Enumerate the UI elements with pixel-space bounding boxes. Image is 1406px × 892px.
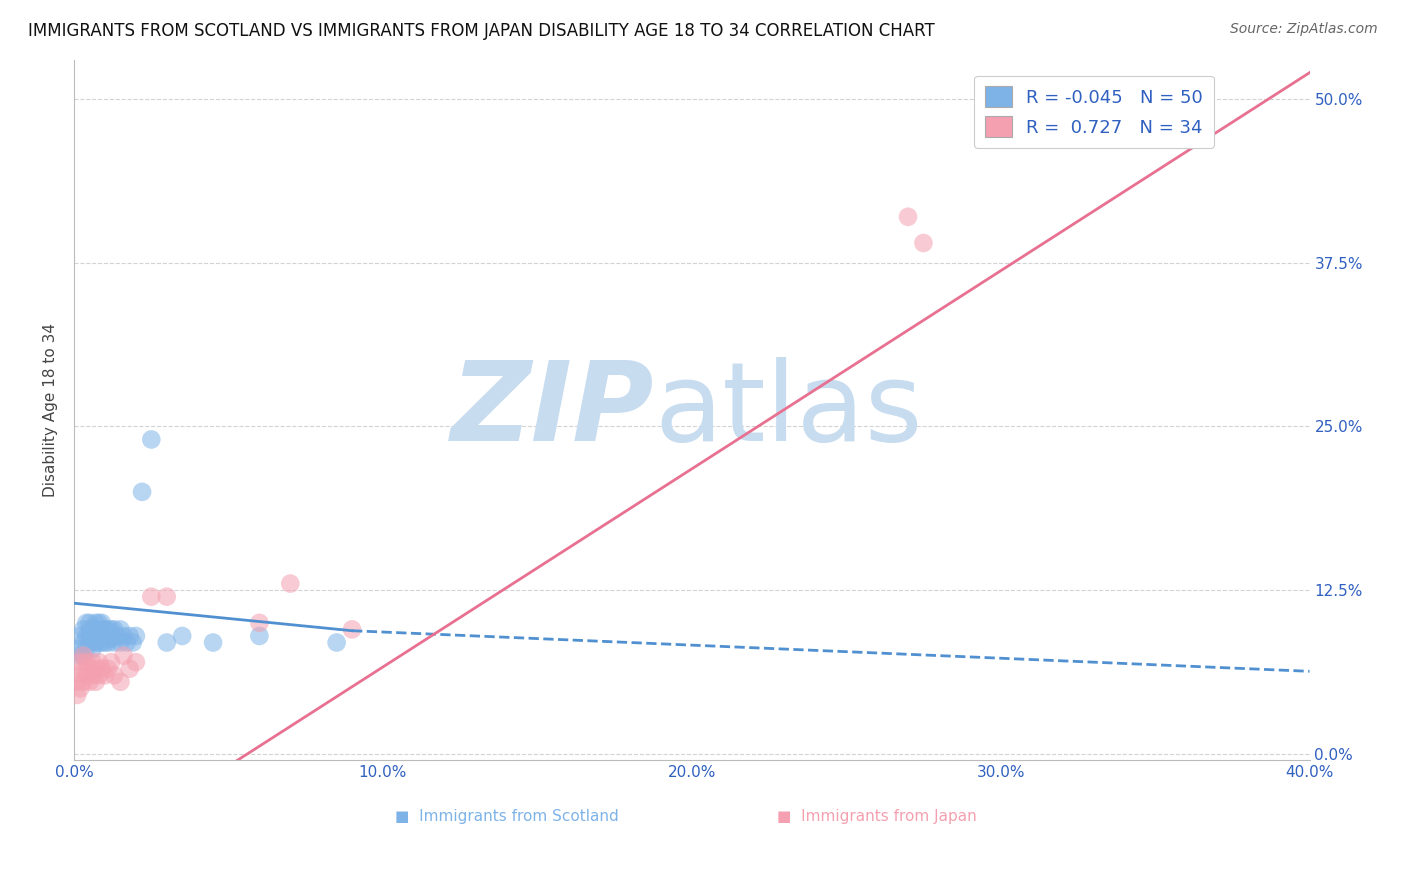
Point xyxy=(105,629,128,643)
Point xyxy=(66,674,89,689)
Text: ■  Immigrants from Scotland: ■ Immigrants from Scotland xyxy=(395,809,619,824)
Point xyxy=(247,629,270,643)
Point xyxy=(103,635,125,649)
Point xyxy=(66,642,89,657)
Point xyxy=(131,484,153,499)
Point xyxy=(75,642,97,657)
Point xyxy=(69,629,91,643)
Point xyxy=(72,648,94,663)
Point xyxy=(87,629,110,643)
Point xyxy=(72,674,94,689)
Point xyxy=(82,623,104,637)
Point xyxy=(125,655,148,669)
Point xyxy=(75,615,97,630)
Point xyxy=(79,615,101,630)
Point xyxy=(90,635,112,649)
Point xyxy=(103,668,125,682)
Point xyxy=(75,668,97,682)
Point xyxy=(103,623,125,637)
Point xyxy=(94,623,117,637)
Point xyxy=(72,623,94,637)
Point xyxy=(278,576,301,591)
Point xyxy=(97,662,120,676)
Point xyxy=(79,635,101,649)
Point xyxy=(84,674,107,689)
Point xyxy=(79,623,101,637)
Text: IMMIGRANTS FROM SCOTLAND VS IMMIGRANTS FROM JAPAN DISABILITY AGE 18 TO 34 CORREL: IMMIGRANTS FROM SCOTLAND VS IMMIGRANTS F… xyxy=(28,22,935,40)
Point xyxy=(82,629,104,643)
Point xyxy=(66,688,89,702)
Point xyxy=(112,648,135,663)
Point xyxy=(112,629,135,643)
Point xyxy=(912,235,935,250)
Point xyxy=(897,210,920,224)
Point xyxy=(340,623,363,637)
Point xyxy=(115,635,138,649)
Point xyxy=(69,668,91,682)
Point xyxy=(100,655,122,669)
Point xyxy=(202,635,225,649)
Point xyxy=(94,635,117,649)
Point xyxy=(87,668,110,682)
Point xyxy=(90,615,112,630)
Point xyxy=(90,629,112,643)
Point xyxy=(118,629,141,643)
Point xyxy=(247,615,270,630)
Point xyxy=(79,662,101,676)
Point xyxy=(69,681,91,696)
Point xyxy=(72,648,94,663)
Point xyxy=(82,668,104,682)
Point xyxy=(141,433,163,447)
Point xyxy=(84,629,107,643)
Point xyxy=(87,635,110,649)
Point xyxy=(110,635,132,649)
Point xyxy=(79,674,101,689)
Point xyxy=(72,662,94,676)
Point xyxy=(141,590,163,604)
Point xyxy=(87,655,110,669)
Point xyxy=(75,655,97,669)
Point xyxy=(69,648,91,663)
Point xyxy=(97,623,120,637)
Point xyxy=(121,635,143,649)
Point xyxy=(156,635,179,649)
Point xyxy=(100,632,122,646)
Point xyxy=(82,642,104,657)
Point xyxy=(84,635,107,649)
Point xyxy=(87,623,110,637)
Text: Source: ZipAtlas.com: Source: ZipAtlas.com xyxy=(1230,22,1378,37)
Point xyxy=(79,629,101,643)
Point xyxy=(82,655,104,669)
Point xyxy=(87,615,110,630)
Point xyxy=(94,668,117,682)
Legend: R = -0.045   N = 50, R =  0.727   N = 34: R = -0.045 N = 50, R = 0.727 N = 34 xyxy=(974,76,1213,148)
Point xyxy=(325,635,347,649)
Point xyxy=(84,615,107,630)
Point xyxy=(110,623,132,637)
Text: atlas: atlas xyxy=(655,357,924,464)
Point xyxy=(125,629,148,643)
Point xyxy=(75,629,97,643)
Text: ■  Immigrants from Japan: ■ Immigrants from Japan xyxy=(778,809,977,824)
Y-axis label: Disability Age 18 to 34: Disability Age 18 to 34 xyxy=(44,323,58,497)
Point xyxy=(69,655,91,669)
Point xyxy=(84,662,107,676)
Point xyxy=(100,623,122,637)
Point xyxy=(172,629,194,643)
Point xyxy=(118,662,141,676)
Point xyxy=(97,635,120,649)
Point xyxy=(156,590,179,604)
Point xyxy=(72,635,94,649)
Point xyxy=(90,662,112,676)
Point xyxy=(84,623,107,637)
Text: ZIP: ZIP xyxy=(451,357,655,464)
Point xyxy=(110,674,132,689)
